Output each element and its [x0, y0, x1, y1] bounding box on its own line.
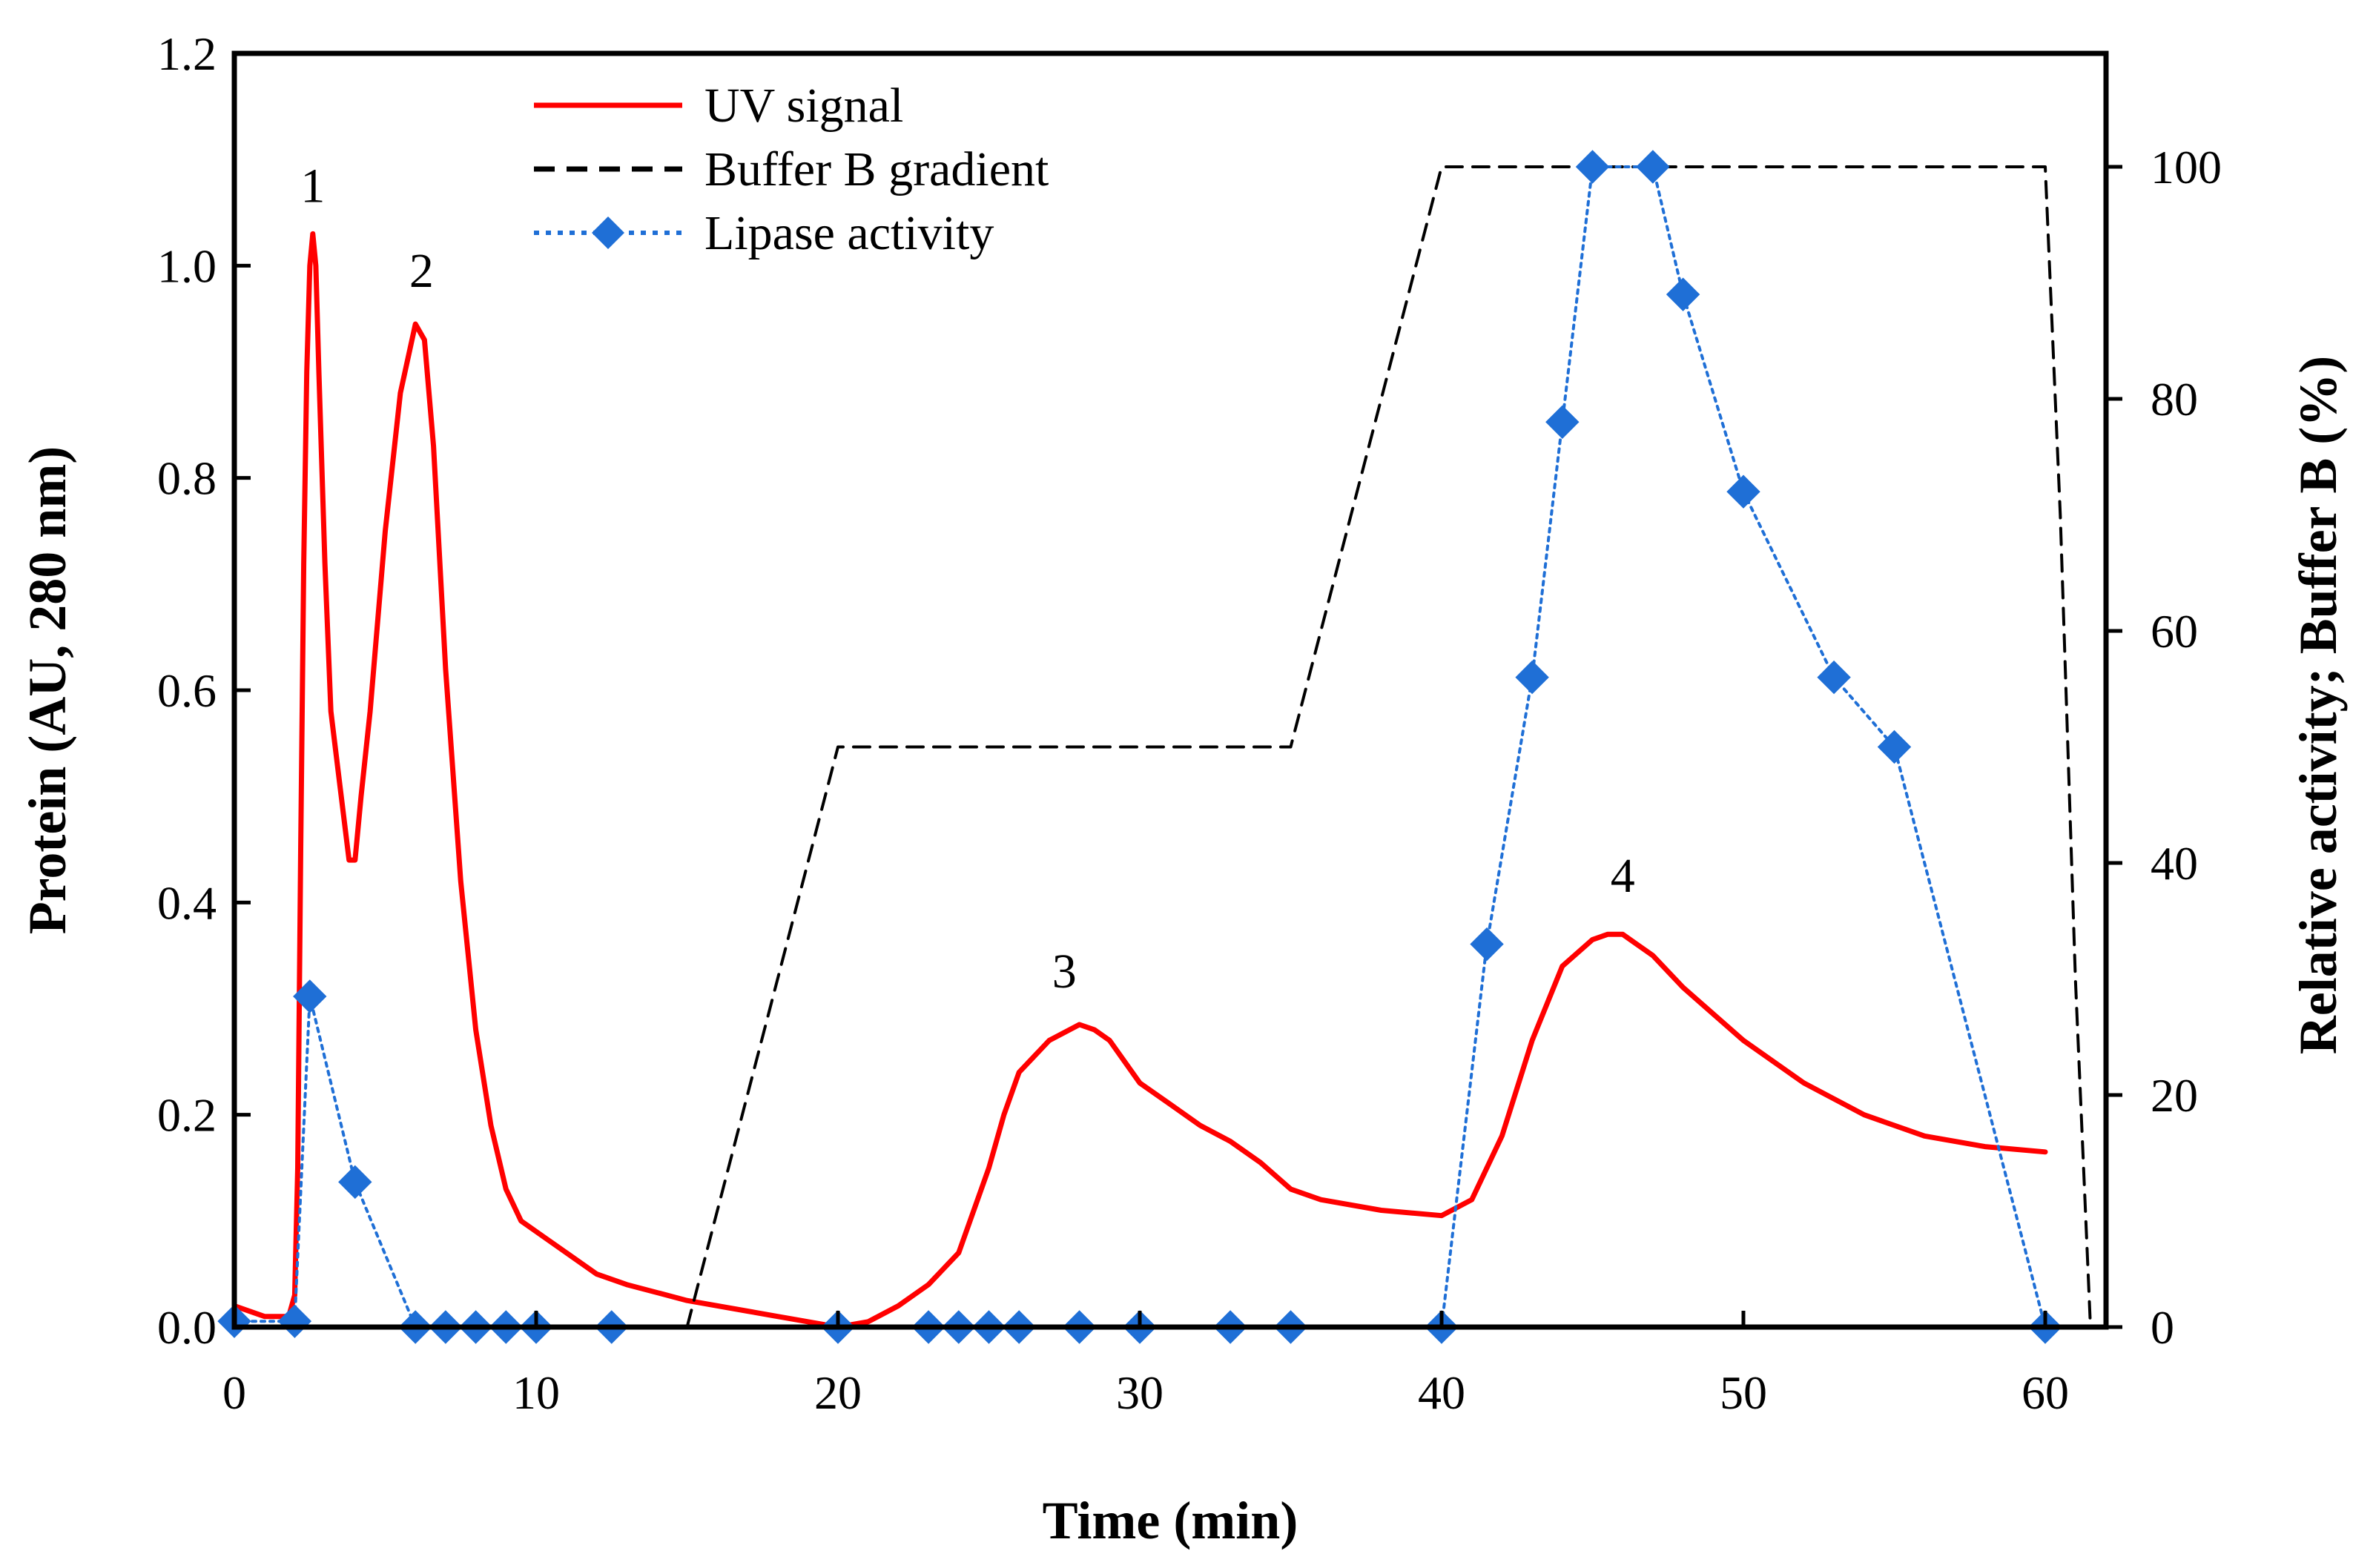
data-point-lipase-activity [1877, 730, 1912, 764]
series-layer [217, 150, 2092, 1344]
y-right-tick-label: 40 [2151, 837, 2198, 890]
data-point-lipase-activity [1545, 405, 1580, 440]
y-left-tick-label: 0.8 [157, 452, 217, 505]
x-tick-label: 30 [1116, 1366, 1164, 1419]
series-line-uv-signal [231, 231, 2048, 1330]
x-tick-label: 40 [1418, 1366, 1465, 1419]
x-tick-label: 20 [814, 1366, 862, 1419]
peak-annotations: 1 2 3 4 [300, 159, 1634, 998]
y-right-tick-label: 60 [2151, 605, 2198, 658]
peak-label: 3 [1052, 945, 1077, 999]
legend-marker-lipase-activity [592, 216, 624, 249]
y-left-axis-title: Protein (AU, 280 nm) [18, 446, 77, 935]
axis-ticks: 0 10 20 30 40 50 60 0.0 0.2 0.4 0.6 0.8 1.0 1.2 0 20 40 6… [157, 27, 2222, 1419]
data-point-lipase-activity [338, 1165, 372, 1200]
series-line-buffer-b-gradient [233, 165, 2092, 1329]
y-right-tick-label: 100 [2151, 141, 2222, 193]
y-left-tick-label: 1.0 [157, 239, 217, 292]
peak-label: 1 [300, 159, 325, 213]
x-tick-label: 50 [1720, 1366, 1767, 1419]
axes-frame [231, 50, 2109, 1330]
y-left-tick-label: 1.2 [157, 27, 217, 80]
data-point-lipase-activity [293, 979, 327, 1013]
series-line-lipase-activity [233, 165, 2047, 1329]
data-point-lipase-activity [1817, 660, 1851, 695]
y-left-tick-label: 0.2 [157, 1089, 217, 1142]
data-point-lipase-activity [1666, 277, 1700, 311]
y-left-tick-label: 0.6 [157, 664, 217, 717]
data-point-lipase-activity [277, 1304, 312, 1338]
y-left-tick-label: 0.4 [157, 876, 217, 929]
plot-frame [231, 50, 2109, 1330]
legend: UV signal Buffer B gradient Lipase activit… [534, 79, 1049, 260]
peak-label: 2 [409, 244, 434, 298]
y-right-axis-title: Relative activity; Buffer B (%) [2288, 356, 2348, 1054]
data-point-lipase-activity [1470, 927, 1504, 962]
legend-label-lipase-activity: Lipase activity [704, 206, 994, 260]
legend-label-uv-signal: UV signal [704, 79, 903, 133]
data-point-lipase-activity [1636, 150, 1670, 184]
axis-labels: Time (min) Protein (AU, 280 nm) Relative a… [18, 356, 2348, 1550]
data-point-lipase-activity [1515, 660, 1549, 695]
x-tick-label: 10 [512, 1366, 560, 1419]
y-left-tick-label: 0.0 [157, 1301, 217, 1354]
y-right-tick-label: 20 [2151, 1069, 2198, 1122]
x-axis-title: Time (min) [1043, 1491, 1298, 1550]
data-point-lipase-activity [1575, 150, 1610, 184]
data-point-lipase-activity [1726, 474, 1760, 509]
peak-label: 4 [1611, 849, 1635, 903]
y-right-tick-label: 80 [2151, 373, 2198, 426]
legend-label-buffer-b-gradient: Buffer B gradient [704, 142, 1049, 196]
y-right-tick-label: 0 [2151, 1301, 2174, 1354]
x-tick-label: 0 [222, 1366, 246, 1419]
x-tick-label: 60 [2021, 1366, 2069, 1419]
